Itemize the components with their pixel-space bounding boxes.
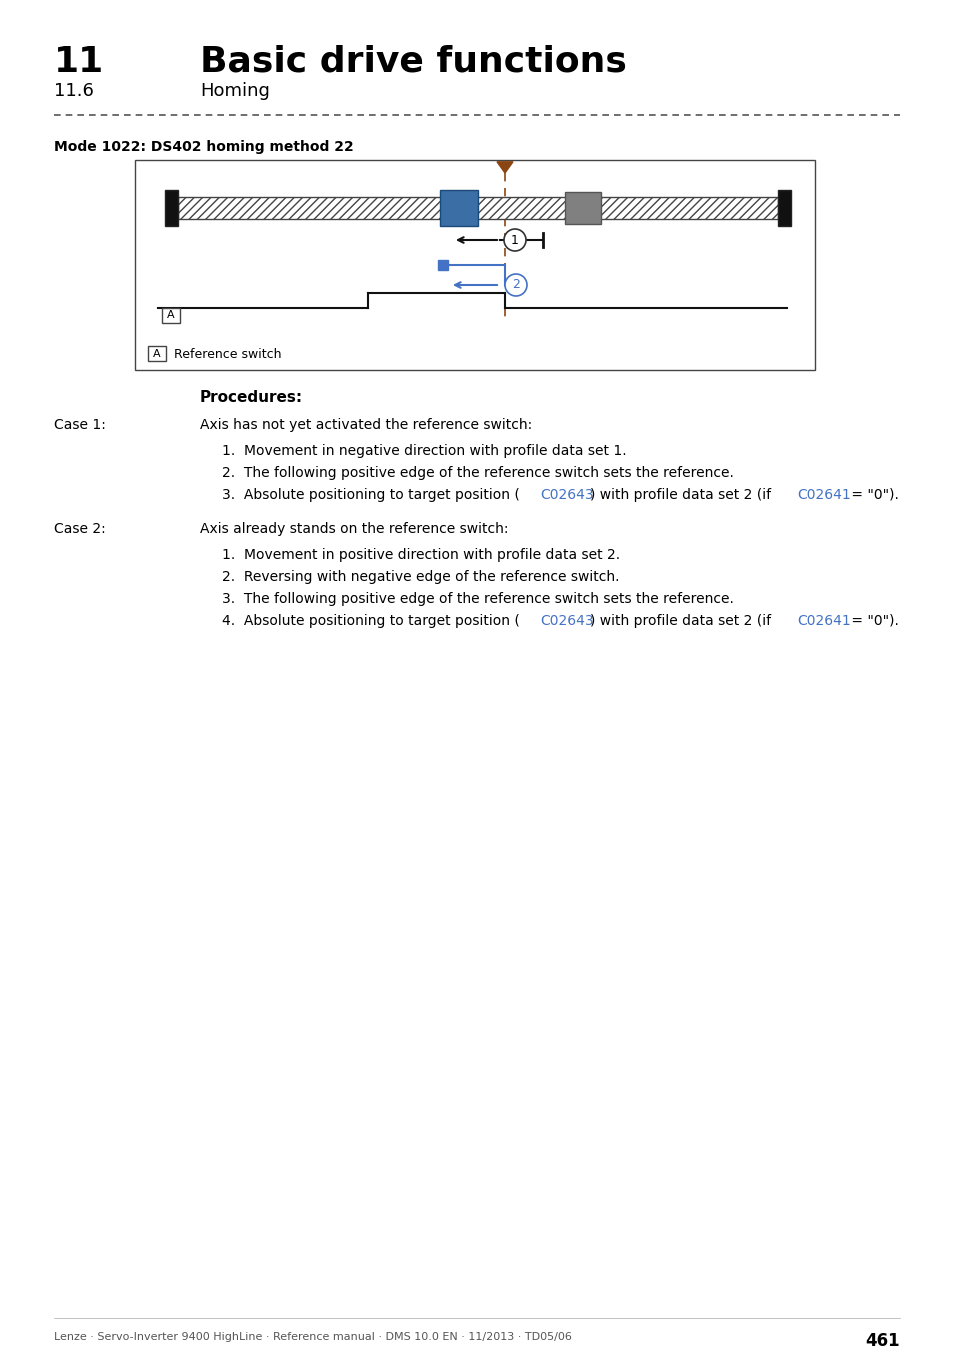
Text: Axis already stands on the reference switch:: Axis already stands on the reference swi… (200, 522, 508, 536)
Text: Lenze · Servo-Inverter 9400 HighLine · Reference manual · DMS 10.0 EN · 11/2013 : Lenze · Servo-Inverter 9400 HighLine · R… (54, 1332, 571, 1342)
Polygon shape (497, 162, 513, 173)
Text: ) with profile data set 2 (if: ) with profile data set 2 (if (589, 487, 775, 502)
Text: 1.  Movement in positive direction with profile data set 2.: 1. Movement in positive direction with p… (222, 548, 619, 562)
Text: ) with profile data set 2 (if: ) with profile data set 2 (if (589, 614, 775, 628)
Circle shape (503, 230, 525, 251)
Bar (439, 190, 477, 225)
Bar (165, 190, 178, 225)
Bar (135, 161, 814, 370)
Text: 2.  The following positive edge of the reference switch sets the reference.: 2. The following positive edge of the re… (222, 466, 733, 481)
Text: Procedures:: Procedures: (200, 390, 303, 405)
Text: Homing: Homing (200, 82, 270, 100)
Circle shape (504, 274, 526, 296)
Text: 3.  Absolute positioning to target position (: 3. Absolute positioning to target positi… (222, 487, 519, 502)
Text: A: A (167, 310, 174, 320)
Text: Case 1:: Case 1: (54, 418, 106, 432)
Text: C02641: C02641 (796, 487, 850, 502)
Text: = "0").: = "0"). (846, 614, 898, 628)
Text: Reference switch: Reference switch (173, 347, 281, 360)
Text: = "0").: = "0"). (846, 487, 898, 502)
Text: A: A (153, 350, 161, 359)
Text: Mode 1022: DS402 homing method 22: Mode 1022: DS402 homing method 22 (54, 140, 354, 154)
Text: Case 2:: Case 2: (54, 522, 106, 536)
Bar (437, 261, 448, 270)
Text: Axis has not yet activated the reference switch:: Axis has not yet activated the reference… (200, 418, 532, 432)
Text: 1.  Movement in negative direction with profile data set 1.: 1. Movement in negative direction with p… (222, 444, 626, 458)
Bar (178, 197, 778, 219)
Text: 461: 461 (864, 1332, 899, 1350)
Text: 11.6: 11.6 (54, 82, 93, 100)
Bar (148, 346, 166, 360)
Text: Basic drive functions: Basic drive functions (200, 45, 626, 80)
Text: C02643: C02643 (539, 487, 593, 502)
Text: 3.  The following positive edge of the reference switch sets the reference.: 3. The following positive edge of the re… (222, 593, 733, 606)
Bar (564, 192, 600, 224)
Bar (162, 308, 180, 323)
Text: C02641: C02641 (796, 614, 850, 628)
Text: 4.  Absolute positioning to target position (: 4. Absolute positioning to target positi… (222, 614, 519, 628)
Text: 2.  Reversing with negative edge of the reference switch.: 2. Reversing with negative edge of the r… (222, 570, 618, 585)
Text: C02643: C02643 (539, 614, 593, 628)
Bar (778, 190, 790, 225)
Text: 2: 2 (512, 278, 519, 292)
Text: 11: 11 (54, 45, 104, 80)
Text: 1: 1 (511, 234, 518, 247)
